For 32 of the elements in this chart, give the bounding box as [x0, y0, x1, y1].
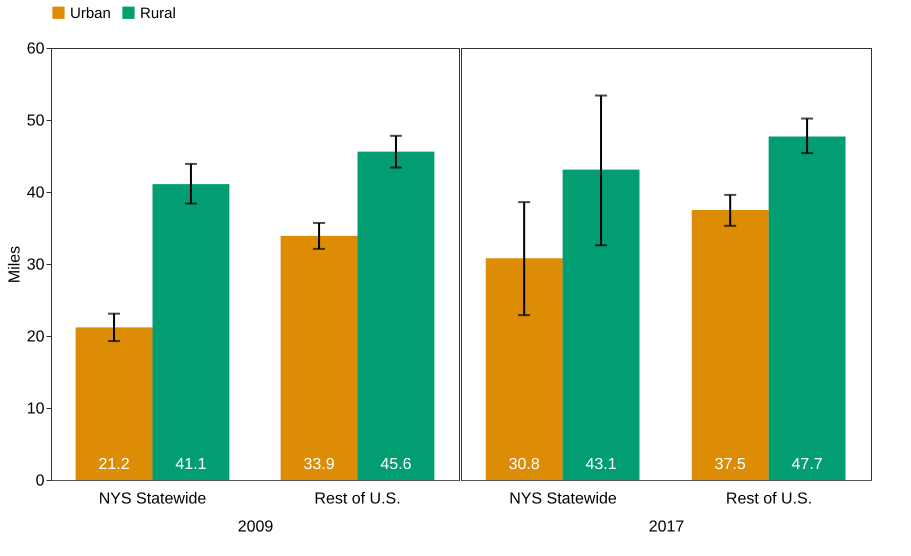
- data-label: 30.8: [508, 456, 540, 473]
- bar: [358, 152, 434, 480]
- data-label: 37.5: [714, 456, 746, 473]
- x-tick-label: NYS Statewide: [98, 490, 206, 508]
- bar: [76, 327, 152, 480]
- legend-label: Rural: [140, 4, 176, 22]
- y-tick-label: 60: [26, 40, 45, 58]
- bar: [280, 236, 358, 480]
- data-label: 47.7: [792, 456, 823, 473]
- data-label: 43.1: [585, 456, 617, 473]
- y-tick-label: 30: [26, 256, 45, 274]
- data-label: 45.6: [380, 456, 412, 473]
- legend-label: Urban: [70, 4, 111, 22]
- y-tick-label: 40: [26, 184, 45, 202]
- bar: [562, 170, 640, 480]
- data-label: 21.2: [98, 456, 130, 473]
- x-axis-title: 2009: [238, 518, 274, 536]
- data-label: 41.1: [175, 456, 207, 473]
- y-tick-label: 20: [26, 328, 45, 346]
- x-tick-label: NYS Statewide: [509, 490, 617, 508]
- bar: [486, 258, 563, 480]
- x-tick-label: Rest of U.S.: [314, 490, 401, 508]
- bar: [152, 184, 230, 480]
- y-tick-label: 10: [26, 400, 45, 418]
- bar: [768, 136, 846, 480]
- data-label: 33.9: [304, 456, 335, 473]
- x-axis-title: 2017: [648, 518, 684, 536]
- y-tick-label: 50: [26, 112, 45, 130]
- bar: [692, 210, 769, 480]
- y-tick-label: 0: [36, 472, 45, 490]
- y-axis-title: Miles: [6, 246, 24, 284]
- x-tick-label: Rest of U.S.: [726, 490, 812, 508]
